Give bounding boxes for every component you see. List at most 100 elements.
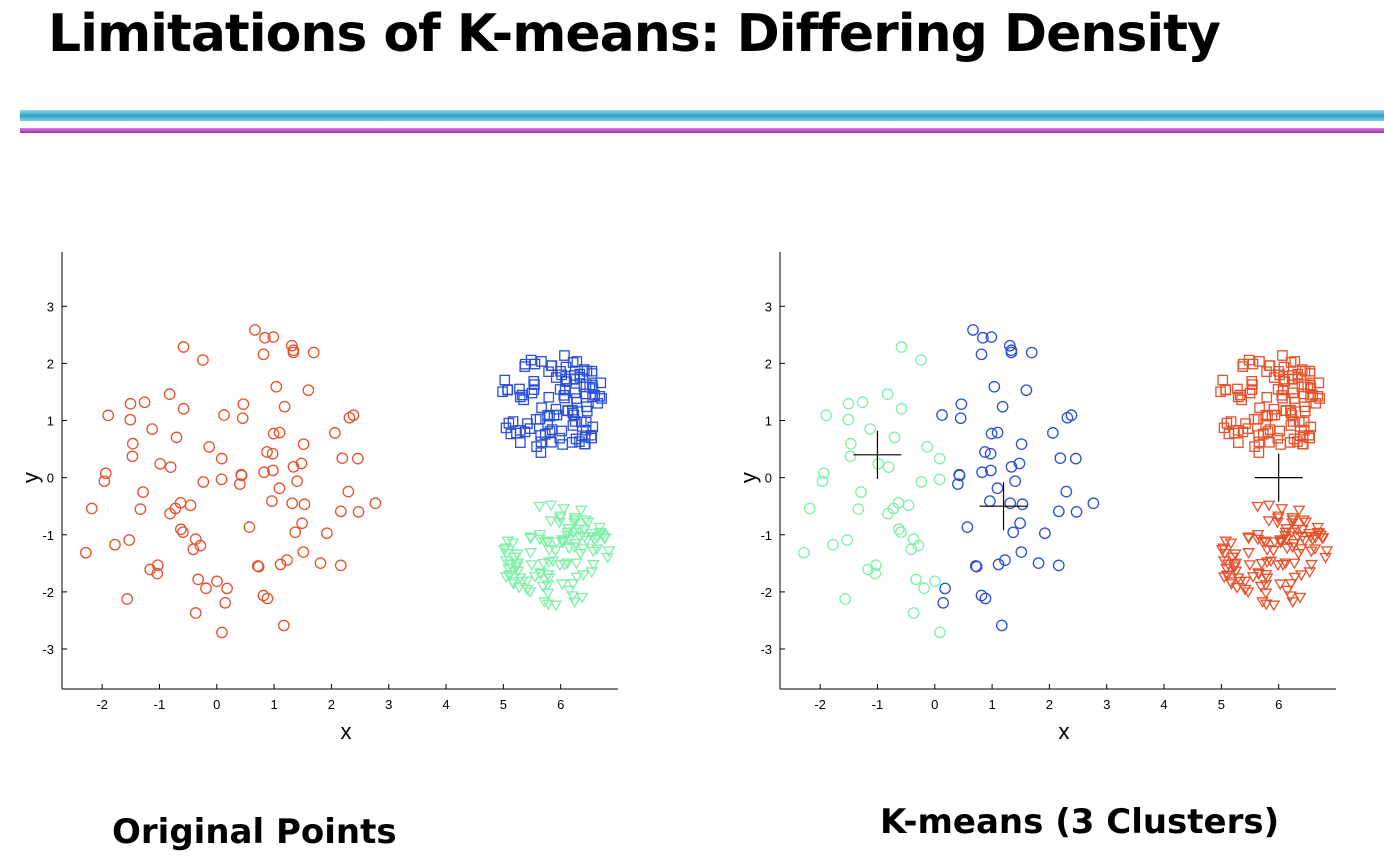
data-point-circle [953, 469, 966, 482]
data-point-circle [215, 452, 228, 465]
data-point-square [528, 384, 540, 395]
data-point-square [1278, 373, 1289, 385]
data-point-triangle-down [1251, 530, 1265, 541]
data-point-square [571, 393, 582, 404]
data-point-triangle-down [1284, 579, 1298, 590]
data-point-circle [235, 469, 248, 482]
data-point-circle [80, 546, 92, 559]
data-point-circle [146, 423, 158, 435]
data-point-square [1294, 430, 1306, 442]
data-point-square [1240, 418, 1251, 429]
data-point-triangle-down [1231, 573, 1245, 585]
data-point-circle [1015, 546, 1028, 558]
data-point-circle [1069, 452, 1082, 465]
data-point-square [567, 420, 579, 431]
data-point-circle [273, 482, 286, 495]
data-point-circle [121, 593, 134, 605]
data-point-circle [298, 498, 311, 511]
data-point-circle [991, 482, 1004, 495]
data-point-triangle-down [568, 518, 581, 530]
data-point-circle [267, 427, 280, 440]
data-point-circle [291, 475, 303, 488]
data-point-circle [261, 592, 274, 605]
data-point-square [560, 373, 571, 385]
x-tick-label: -2 [96, 697, 108, 712]
data-point-circle [992, 558, 1005, 571]
data-point-triangle-down [1286, 515, 1300, 527]
data-point-circle [266, 495, 278, 507]
data-point-triangle-down [524, 533, 537, 545]
data-point-square [560, 361, 572, 373]
data-point-circle [237, 398, 250, 411]
data-point-square [569, 387, 581, 399]
data-point-circle [261, 446, 273, 458]
data-point-triangle-down [533, 530, 547, 541]
data-point-square [1257, 428, 1269, 440]
data-point-triangle-down [1217, 556, 1231, 568]
data-point-triangle-down [1276, 560, 1290, 571]
data-point-triangle-down [1215, 545, 1229, 556]
data-point-triangle-down [566, 591, 579, 603]
data-point-triangle-down [1259, 588, 1273, 600]
data-point-square [1305, 383, 1317, 394]
data-point-circle [170, 431, 183, 444]
data-point-circle [967, 324, 979, 336]
x-tick-label: -1 [154, 697, 166, 712]
data-point-circle [979, 446, 991, 458]
data-point-circle [243, 521, 256, 533]
data-point-triangle-down [553, 513, 567, 525]
data-point-square [546, 360, 558, 372]
data-point-triangle-down [510, 562, 523, 574]
x-tick-label: 1 [988, 697, 995, 712]
data-point-square [1232, 383, 1243, 395]
data-point-square [515, 437, 526, 448]
data-point-square [579, 431, 591, 443]
data-point-circle [99, 467, 112, 480]
data-point-circle [1060, 485, 1073, 498]
data-point-circle [893, 523, 905, 536]
data-point-circle [855, 486, 867, 498]
data-point-square [566, 437, 578, 448]
data-point-circle [270, 380, 283, 393]
data-point-circle [933, 452, 946, 465]
data-point-square [1277, 350, 1288, 361]
data-point-circle [257, 348, 270, 361]
data-point-circle [277, 619, 290, 632]
data-point-circle [1052, 505, 1065, 518]
data-point-square [1307, 389, 1318, 401]
data-point-triangle-down [1259, 570, 1273, 581]
data-point-square [1284, 437, 1296, 448]
data-point-triangle-down [510, 549, 524, 561]
slide-title: Limitations of K-means: Differing Densit… [48, 4, 1221, 64]
data-point-square [1264, 360, 1276, 372]
data-point-triangle-down [1280, 585, 1294, 597]
data-point-circle [321, 527, 333, 540]
data-point-square [559, 350, 570, 361]
data-point-circle [842, 413, 855, 426]
data-point-triangle-down [1311, 527, 1325, 539]
data-point-circle [211, 575, 223, 588]
data-point-triangle-down [533, 534, 547, 546]
data-point-circle [369, 497, 382, 510]
data-point-circle [266, 447, 279, 460]
data-point-triangle-down [1296, 524, 1309, 536]
data-point-triangle-down [502, 570, 516, 582]
data-point-circle [977, 331, 989, 344]
data-point-square [1246, 375, 1258, 387]
data-point-circle [921, 441, 934, 453]
data-point-triangle-down [1220, 563, 1233, 575]
data-point-circle [278, 400, 291, 413]
y-tick-label: 0 [47, 471, 54, 486]
data-point-circle [259, 331, 271, 344]
data-point-circle [342, 485, 355, 498]
x-tick-label: 6 [557, 697, 564, 712]
data-point-triangle-down [513, 573, 527, 585]
data-point-circle [334, 559, 347, 572]
data-point-square [519, 361, 531, 372]
data-point-triangle-down [1316, 533, 1330, 545]
data-point-circle [102, 409, 115, 422]
y-tick-label: 2 [47, 356, 54, 371]
data-point-triangle-down [1309, 533, 1322, 544]
data-point-triangle-down [1228, 560, 1242, 571]
data-point-circle [985, 331, 998, 343]
